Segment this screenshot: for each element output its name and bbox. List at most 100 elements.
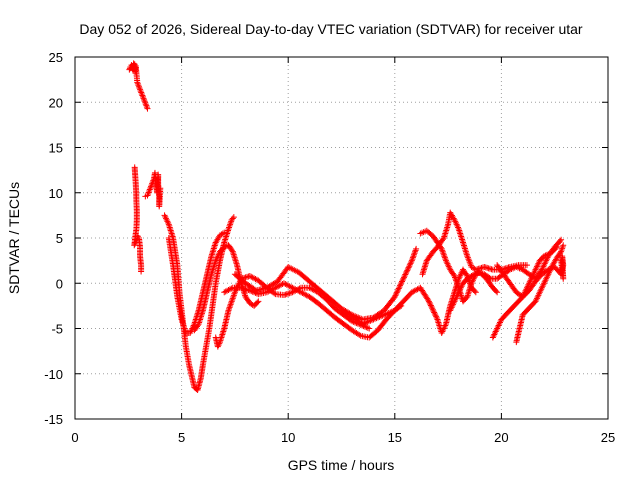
data-point bbox=[407, 260, 414, 267]
data-point bbox=[139, 92, 146, 99]
data-point bbox=[228, 285, 235, 292]
data-point bbox=[228, 247, 235, 254]
x-tick-label: 25 bbox=[601, 430, 615, 445]
data-point bbox=[403, 268, 410, 275]
data-point bbox=[143, 102, 150, 109]
data-point bbox=[396, 303, 403, 310]
data-point bbox=[471, 271, 478, 278]
data-point bbox=[131, 242, 138, 249]
data-point bbox=[134, 79, 141, 86]
data-point bbox=[404, 265, 411, 272]
data-point bbox=[144, 105, 151, 112]
data-point bbox=[431, 309, 438, 316]
data-point bbox=[157, 185, 164, 192]
data-point bbox=[366, 325, 373, 332]
data-point bbox=[442, 256, 449, 263]
data-point bbox=[411, 250, 418, 257]
data-point bbox=[230, 214, 237, 221]
data-point bbox=[393, 291, 400, 298]
data-point bbox=[404, 267, 411, 274]
data-point bbox=[228, 299, 235, 306]
data-point bbox=[409, 256, 416, 263]
data-point bbox=[400, 274, 407, 281]
y-tick-label: 15 bbox=[49, 141, 63, 156]
data-point bbox=[425, 298, 432, 305]
data-point bbox=[227, 302, 234, 309]
x-tick-label: 0 bbox=[71, 430, 78, 445]
data-point bbox=[429, 305, 436, 312]
data-point bbox=[391, 293, 398, 300]
data-point bbox=[453, 278, 460, 285]
data-point bbox=[406, 261, 413, 268]
data-point bbox=[427, 301, 434, 308]
data-point bbox=[229, 295, 236, 302]
data-point bbox=[410, 253, 417, 260]
data-point bbox=[472, 289, 479, 296]
data-point bbox=[228, 298, 235, 305]
data-point bbox=[552, 245, 559, 252]
data-point bbox=[430, 308, 437, 315]
data-point bbox=[541, 253, 548, 260]
data-point bbox=[398, 302, 405, 309]
data-point bbox=[472, 270, 479, 277]
data-point bbox=[450, 271, 457, 278]
data-point bbox=[405, 264, 412, 271]
data-point bbox=[141, 98, 148, 105]
data-point bbox=[398, 279, 405, 286]
data-point bbox=[399, 278, 406, 285]
data-point bbox=[229, 296, 236, 303]
data-point bbox=[439, 247, 446, 254]
data-point bbox=[229, 215, 236, 222]
data-point bbox=[439, 248, 446, 255]
data-point bbox=[453, 277, 460, 284]
data-point bbox=[226, 304, 233, 311]
data-point bbox=[412, 248, 419, 255]
data-point bbox=[469, 272, 476, 279]
data-point bbox=[433, 315, 440, 322]
data-point bbox=[138, 91, 145, 98]
data-point bbox=[400, 275, 407, 282]
y-tick-label: 10 bbox=[49, 186, 63, 201]
plot-frame bbox=[74, 56, 609, 420]
data-point bbox=[452, 274, 459, 281]
data-point bbox=[408, 259, 415, 266]
data-point bbox=[194, 322, 201, 329]
data-point bbox=[225, 225, 232, 232]
data-point bbox=[410, 251, 417, 258]
data-point bbox=[142, 99, 149, 106]
y-tick-label: -10 bbox=[44, 367, 63, 382]
data-point bbox=[225, 307, 232, 314]
data-point bbox=[440, 251, 447, 258]
data-point bbox=[226, 224, 233, 231]
y-tick-label: -5 bbox=[51, 322, 63, 337]
data-point bbox=[255, 298, 262, 305]
data-point bbox=[394, 288, 401, 295]
data-point bbox=[397, 281, 404, 288]
data-point bbox=[451, 273, 458, 280]
data-point bbox=[363, 324, 370, 331]
grid-lines bbox=[75, 57, 608, 419]
data-point bbox=[426, 299, 433, 306]
data-point bbox=[134, 80, 141, 87]
x-tick-label: 5 bbox=[178, 430, 185, 445]
data-point bbox=[144, 192, 151, 199]
data-point bbox=[433, 313, 440, 320]
data-point bbox=[557, 249, 564, 256]
data-point bbox=[439, 236, 446, 243]
data-point bbox=[560, 242, 567, 249]
data-point bbox=[226, 222, 233, 229]
data-point bbox=[135, 83, 142, 90]
axis-ticks: 0 5 10 15 20 25 -15 -10 -5 0 5 10 15 20 25 bbox=[44, 50, 615, 445]
x-tick-label: 15 bbox=[388, 430, 402, 445]
data-point bbox=[468, 273, 475, 280]
data-point bbox=[135, 82, 142, 89]
data-point bbox=[441, 254, 448, 261]
data-point bbox=[395, 285, 402, 292]
data-point bbox=[452, 275, 459, 282]
data-point bbox=[493, 288, 500, 295]
x-tick-label: 10 bbox=[281, 430, 295, 445]
data-point bbox=[137, 86, 144, 93]
y-tick-label: 25 bbox=[49, 50, 63, 65]
y-tick-label: -15 bbox=[44, 412, 63, 427]
